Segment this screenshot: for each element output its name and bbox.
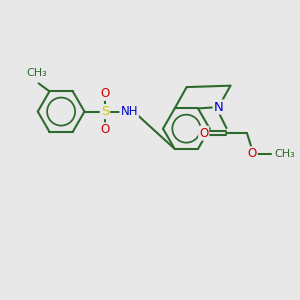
Text: N: N (214, 100, 224, 113)
Text: O: O (100, 87, 110, 100)
Text: O: O (199, 127, 208, 140)
Text: NH: NH (120, 105, 138, 118)
Text: CH₃: CH₃ (27, 68, 48, 78)
Text: S: S (101, 105, 109, 118)
Text: CH₃: CH₃ (275, 149, 296, 159)
Text: O: O (248, 147, 257, 160)
Text: O: O (100, 123, 110, 136)
